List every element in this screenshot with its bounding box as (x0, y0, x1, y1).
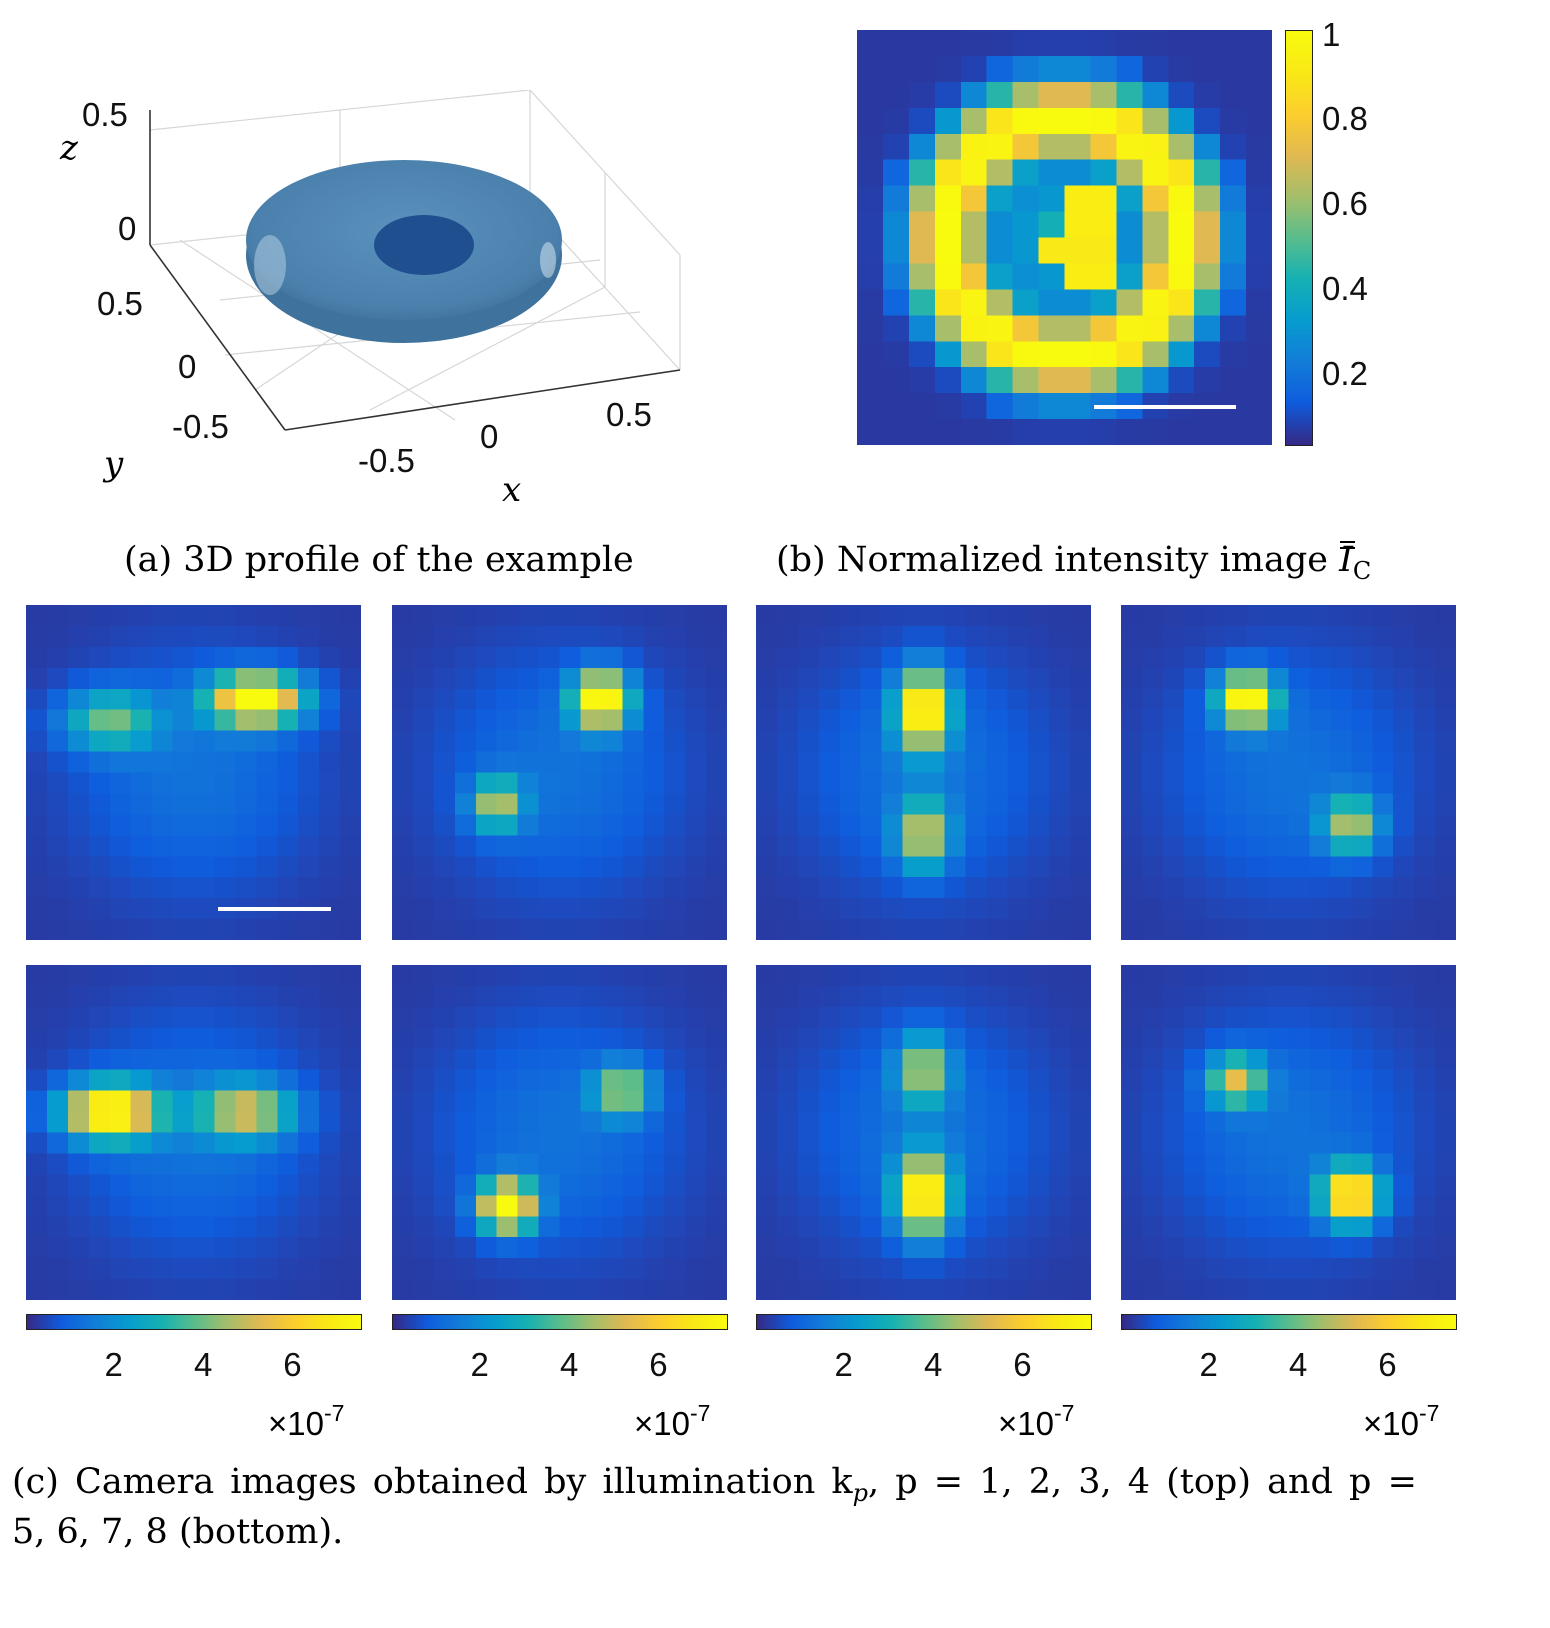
x-axis-label: x (502, 470, 522, 510)
y-axis-label: y (104, 444, 124, 484)
z-tick-0.5: 0.5 (82, 96, 128, 133)
colorbar-c-exponent: ×10-7 (998, 1400, 1075, 1442)
scale-bar-c (218, 907, 331, 911)
caption-a: (a) 3D profile of the example (124, 540, 634, 580)
x-tick-neg0.5: -0.5 (358, 442, 415, 479)
cbar-b-tick-0.2: 0.2 (1322, 355, 1368, 392)
caption-b: (b) Normalized intensity image IC (776, 540, 1371, 585)
colorbar-c-exponent: ×10-7 (634, 1400, 711, 1442)
colorbar-c-tick: 6 (649, 1346, 668, 1383)
colorbar-c-exponent: ×10-7 (1363, 1400, 1440, 1442)
camera-image-p8 (1121, 965, 1456, 1300)
scale-bar (1094, 405, 1236, 409)
y-tick-neg0.5: -0.5 (172, 408, 229, 445)
colorbar-b (1285, 30, 1313, 446)
z-tick-0: 0 (118, 210, 137, 247)
colorbar-c-tick: 2 (834, 1346, 853, 1383)
colorbar-c-tick: 4 (194, 1346, 213, 1383)
torus-hole (374, 215, 474, 275)
x-tick-0.5: 0.5 (606, 396, 652, 433)
torus-highlight (254, 235, 286, 295)
heatmap-normalized-intensity (857, 30, 1272, 445)
torus-highlight (540, 242, 556, 278)
camera-image-p1 (26, 605, 361, 940)
colorbar-c-tick: 2 (470, 1346, 489, 1383)
caption-b-text: (b) Normalized intensity image (776, 540, 1340, 580)
cbar-b-tick-0.4: 0.4 (1322, 270, 1368, 307)
colorbar-c-3 (756, 1314, 1092, 1330)
z-axis-label: z (60, 128, 78, 168)
caption-b-sub: C (1352, 557, 1372, 585)
caption-c-line1: (c) Camera images obtained by illuminati… (12, 1462, 1417, 1507)
camera-image-p5 (26, 965, 361, 1300)
caption-b-symbol: I (1339, 540, 1355, 580)
colorbar-c-exponent: ×10-7 (268, 1400, 345, 1442)
camera-image-p7 (756, 965, 1091, 1300)
colorbar-c-2 (392, 1314, 728, 1330)
colorbar-c-tick: 2 (1199, 1346, 1218, 1383)
colorbar-c-4 (1121, 1314, 1457, 1330)
colorbar-c-tick: 4 (1289, 1346, 1308, 1383)
colorbar-c-tick: 4 (560, 1346, 579, 1383)
x-tick-0: 0 (480, 418, 499, 455)
colorbar-c-tick: 6 (1013, 1346, 1032, 1383)
camera-image-p4 (1121, 605, 1456, 940)
cbar-b-tick-0.8: 0.8 (1322, 100, 1368, 137)
camera-image-p3 (756, 605, 1091, 940)
camera-image-p2 (392, 605, 727, 940)
caption-c-line2: 5, 6, 7, 8 (bottom). (12, 1512, 344, 1552)
colorbar-c-tick: 6 (283, 1346, 302, 1383)
y-tick-0.5: 0.5 (97, 285, 143, 322)
3d-axes-svg (149, 89, 681, 431)
y-tick-0: 0 (178, 348, 197, 385)
colorbar-c-tick: 6 (1378, 1346, 1397, 1383)
camera-image-p6 (392, 965, 727, 1300)
colorbar-c-tick: 2 (104, 1346, 123, 1383)
panel-a-3d-plot (60, 89, 700, 530)
cbar-b-tick-1: 1 (1322, 16, 1341, 53)
colorbar-c-tick: 4 (924, 1346, 943, 1383)
colorbar-c-1 (26, 1314, 362, 1330)
cbar-b-tick-0.6: 0.6 (1322, 185, 1368, 222)
